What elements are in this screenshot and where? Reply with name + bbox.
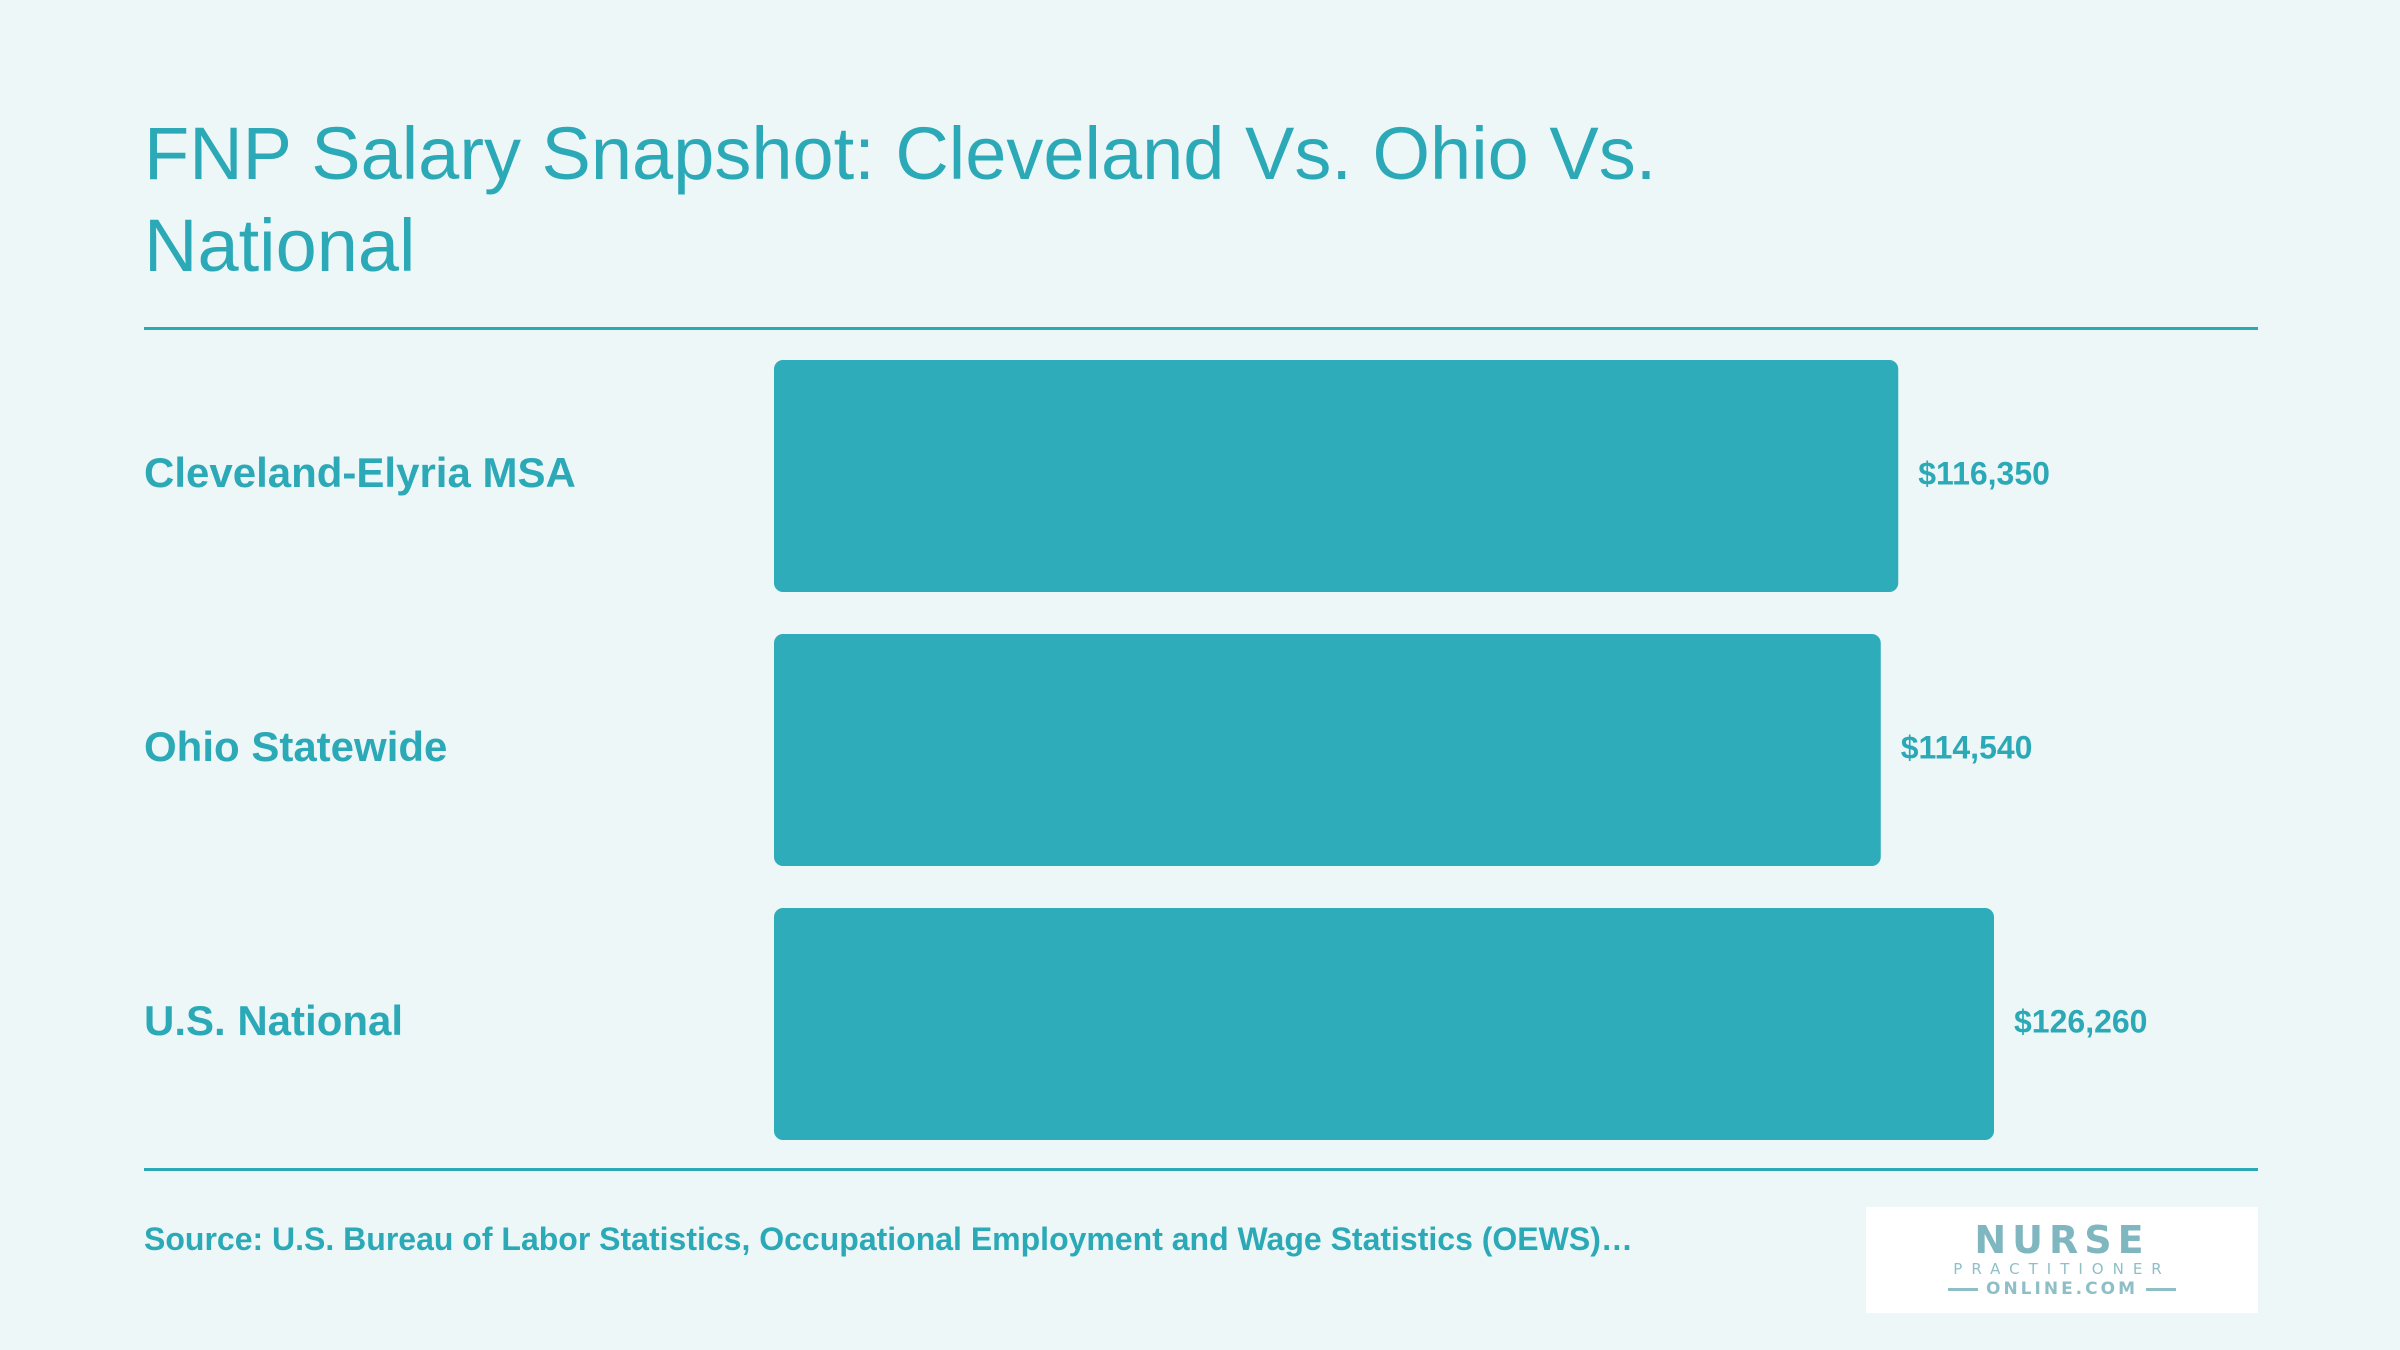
bottom-divider (144, 1168, 2258, 1171)
brand-logo: NURSE PRACTITIONER ONLINE.COM (1866, 1207, 2258, 1313)
logo-dash-left (1948, 1287, 1978, 1291)
value-label: $116,350 (1918, 455, 2050, 491)
bar (774, 634, 1881, 866)
category-label: U.S. National (144, 997, 403, 1044)
source-note: Source: U.S. Bureau of Labor Statistics,… (144, 1221, 1633, 1257)
category-label: Cleveland-Elyria MSA (144, 449, 576, 496)
logo-site-text: ONLINE.COM (1986, 1279, 2138, 1299)
logo-main-text: NURSE (1974, 1218, 2150, 1262)
bar (774, 360, 1899, 592)
logo-dash-right (2145, 1287, 2176, 1291)
value-label: $126,260 (2014, 1003, 2147, 1039)
logo-site-row: ONLINE.COM (1948, 1279, 2176, 1299)
chart-title: FNP Salary Snapshot: Cleveland Vs. Ohio … (144, 112, 1657, 287)
logo-sub-text: PRACTITIONER (1953, 1260, 2171, 1278)
bar (774, 908, 1994, 1140)
category-label: Ohio Statewide (144, 723, 447, 770)
top-divider (144, 327, 2258, 330)
value-label: $114,540 (1901, 729, 2033, 765)
